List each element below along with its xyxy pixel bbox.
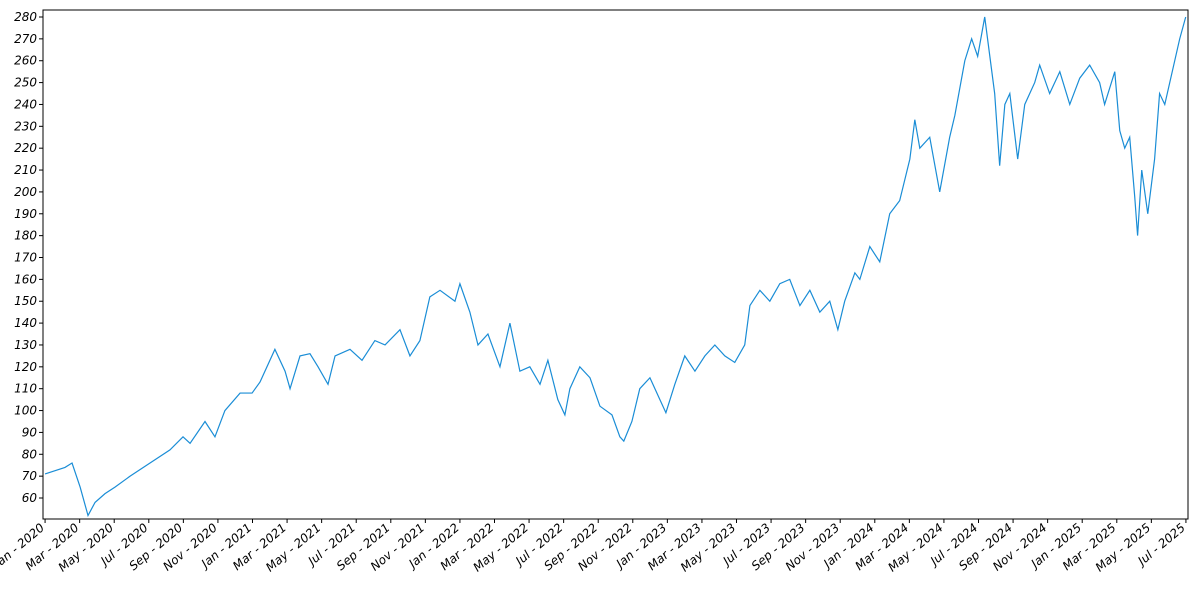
y-tick-label: 220	[14, 141, 37, 155]
y-tick-label: 130	[14, 338, 37, 352]
y-tick-label: 140	[14, 316, 37, 330]
y-tick-label: 150	[14, 294, 37, 308]
y-tick-label: 210	[14, 163, 37, 177]
plot-frame	[42, 9, 1189, 520]
y-tick-label: 180	[14, 229, 37, 243]
y-tick-label: 200	[14, 185, 37, 199]
y-tick-label: 280	[14, 10, 37, 24]
y-tick-label: 190	[14, 207, 37, 221]
y-tick-label: 100	[14, 404, 37, 418]
y-tick-label: 110	[14, 382, 37, 396]
y-tick-label: 170	[14, 251, 37, 265]
y-tick-label: 120	[14, 360, 37, 374]
y-tick-label: 270	[14, 32, 37, 46]
y-tick-label: 90	[22, 425, 38, 439]
y-tick-label: 250	[14, 76, 37, 90]
y-tick-label: 260	[14, 54, 37, 68]
y-tick-label: 70	[22, 469, 38, 483]
line-series	[44, 16, 1187, 518]
y-tick-label: 80	[22, 447, 38, 461]
y-tick-label: 160	[14, 272, 37, 286]
y-tick-label: 240	[14, 97, 37, 111]
y-tick-label: 230	[14, 119, 37, 133]
y-tick-label: 60	[22, 491, 38, 505]
